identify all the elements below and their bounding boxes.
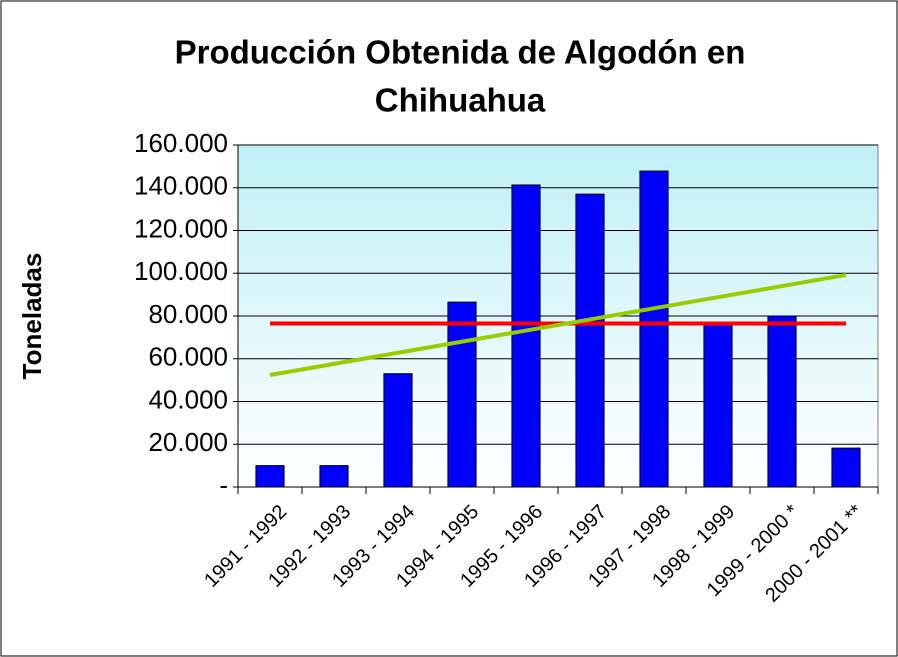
y-tick-label: 20.000 — [148, 427, 228, 457]
y-tick-label: 100.000 — [134, 256, 228, 286]
bar — [319, 465, 349, 488]
bar — [447, 301, 477, 488]
y-tick-label: 80.000 — [148, 299, 228, 329]
y-tick-label: 40.000 — [148, 384, 228, 414]
bar — [703, 323, 733, 488]
line-series — [269, 272, 847, 377]
bar — [575, 193, 605, 488]
chart-title: Producción Obtenida de Algodón en — [175, 34, 746, 71]
bar — [831, 447, 861, 488]
bar — [383, 373, 413, 488]
bar — [767, 315, 797, 488]
y-tick-label: 120.000 — [134, 213, 228, 243]
y-tick-label: 140.000 — [134, 171, 228, 201]
y-axis-label: Toneladas — [17, 253, 47, 380]
y-tick-label: 60.000 — [148, 342, 228, 372]
bar — [255, 465, 285, 488]
y-tick-label: 160.000 — [134, 128, 228, 158]
bar — [639, 170, 669, 488]
y-tick-label: - — [219, 470, 228, 500]
chart-title: Chihuahua — [375, 82, 546, 119]
bar — [511, 184, 541, 488]
